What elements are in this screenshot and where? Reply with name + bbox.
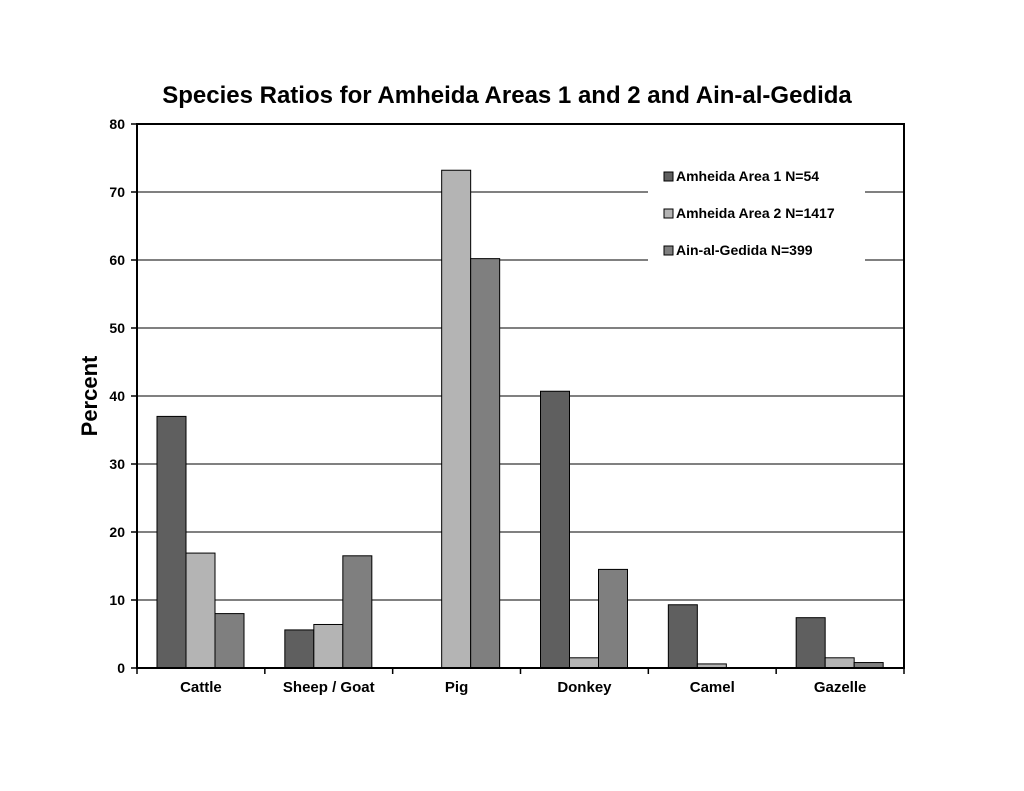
y-axis-ticks: 0 10 20 30 40 50 60 70 80 — [109, 116, 137, 676]
legend-swatch — [663, 171, 674, 182]
y-tick-label: 0 — [117, 660, 125, 676]
category-label: Donkey — [557, 679, 612, 696]
chart-title: Species Ratios for Amheida Areas 1 and 2… — [162, 82, 852, 109]
category-label: Sheep / Goat — [283, 679, 375, 696]
category-label: Gazelle — [814, 679, 867, 696]
legend-box — [648, 160, 865, 272]
category-label: Pig — [445, 679, 468, 696]
bar-cattle-series-2 — [185, 552, 216, 669]
bar-camel-series-1 — [667, 604, 698, 669]
category-label: Cattle — [180, 679, 222, 696]
legend-swatch — [663, 208, 674, 219]
y-tick-label: 60 — [109, 252, 125, 268]
legend-swatch — [663, 245, 674, 256]
y-tick-label: 40 — [109, 388, 125, 404]
y-tick-label: 20 — [109, 524, 125, 540]
legend-entry: Ain-al-Gedida N=399 — [676, 242, 813, 258]
y-tick-label: 10 — [109, 592, 125, 608]
bar-cattle-series-1 — [156, 415, 187, 669]
legend-entry: Amheida Area 1 N=54 — [676, 168, 819, 184]
y-tick-label: 70 — [109, 184, 125, 200]
x-axis-ticks: Cattle Sheep / Goat Pig Donkey Camel Gazelle — [136, 668, 905, 696]
bar-donkey-series-3 — [598, 568, 628, 669]
bar-donkey-series-1 — [540, 390, 570, 669]
bar-gazelle-series-1 — [795, 617, 826, 669]
bar-sheep-goat-series-2 — [313, 623, 344, 669]
bars — [156, 169, 884, 669]
bar-donkey-series-2 — [569, 657, 599, 669]
bar-cattle-series-3 — [214, 613, 245, 669]
bar-gazelle-series-2 — [824, 657, 855, 669]
y-tick-label: 50 — [109, 320, 125, 336]
y-tick-label: 80 — [109, 116, 125, 132]
bar-pig-series-3 — [470, 258, 501, 669]
bar-sheep-goat-series-1 — [284, 629, 315, 669]
bar-sheep-goat-series-3 — [342, 555, 373, 669]
category-label: Camel — [690, 679, 735, 696]
y-axis-label: Percent — [77, 355, 102, 436]
bar-pig-series-2 — [441, 169, 472, 669]
y-tick-label: 30 — [109, 456, 125, 472]
legend-entry: Amheida Area 2 N=1417 — [676, 205, 835, 221]
legend: Amheida Area 1 N=54 Amheida Area 2 N=1417… — [648, 160, 865, 272]
gridlines — [137, 191, 904, 601]
